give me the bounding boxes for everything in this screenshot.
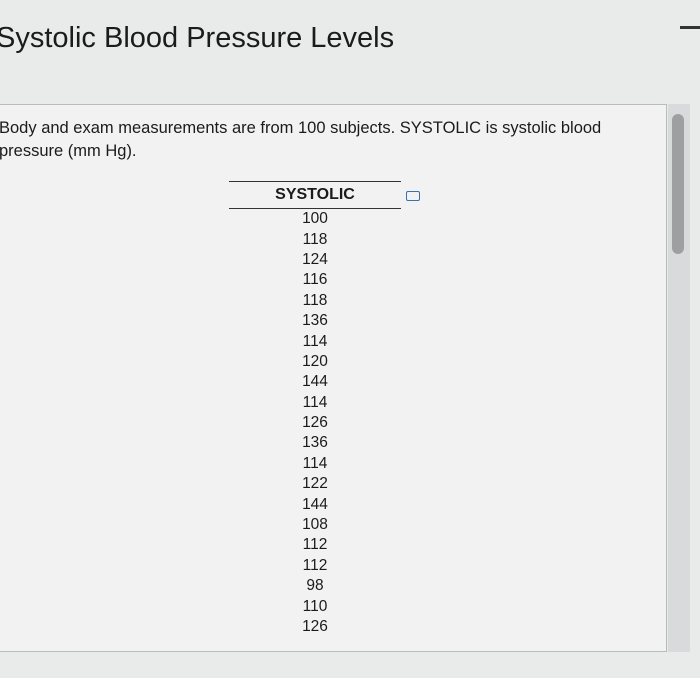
table-row: 126 xyxy=(229,413,401,433)
window-edge xyxy=(680,26,700,29)
column-header: SYSTOLIC xyxy=(229,181,401,209)
scrollbar[interactable] xyxy=(668,104,690,652)
table-cell: 126 xyxy=(302,618,328,635)
table-cell: 118 xyxy=(302,230,328,248)
table-cell: 136 xyxy=(302,312,328,330)
table-cell: 124 xyxy=(302,250,328,268)
table-cell: 144 xyxy=(302,495,328,513)
table-cell: 114 xyxy=(302,454,328,472)
table-cell: 120 xyxy=(302,352,328,370)
table-cell: 136 xyxy=(302,434,328,452)
table-cell: 122 xyxy=(302,475,328,493)
table-row: 124 xyxy=(229,250,401,270)
table-cell: 98 xyxy=(306,577,324,595)
table-row: 114 xyxy=(229,393,401,413)
table-cell: 110 xyxy=(302,597,328,615)
table-row: 126 xyxy=(229,617,401,637)
table-row: 118 xyxy=(229,229,401,249)
table-row: 98 xyxy=(229,576,401,596)
table-row: 100 xyxy=(229,209,401,230)
table-row: 120 xyxy=(229,352,401,372)
table-row: 114 xyxy=(229,331,401,351)
table-cell: 126 xyxy=(302,414,328,432)
table-row: 136 xyxy=(229,311,401,331)
table-cell: 116 xyxy=(302,271,328,289)
table-row: 114 xyxy=(229,454,401,474)
description: Body and exam measurements are from 100 … xyxy=(0,119,602,160)
table-row: 118 xyxy=(229,291,401,311)
table-row: 116 xyxy=(229,270,401,290)
table-cell: 100 xyxy=(302,210,328,228)
content-panel: Body and exam measurements are from 100 … xyxy=(0,104,667,652)
table-cell: 118 xyxy=(302,291,328,309)
table-body: 100 118 124 116 118 136 114 120 144 114 126 136 114 1… xyxy=(229,209,401,638)
table-row: 144 xyxy=(229,372,401,392)
table-cell: 114 xyxy=(302,332,328,350)
table-row: 122 xyxy=(229,474,401,494)
table-row: 144 xyxy=(229,494,401,514)
table-row: 112 xyxy=(229,535,401,555)
table-row: 112 xyxy=(229,556,401,576)
data-table: SYSTOLIC 100 118 124 116 118 136 114 120 144 114 1… xyxy=(229,181,401,637)
table-cell: 108 xyxy=(302,516,328,534)
copy-icon[interactable] xyxy=(406,191,420,201)
page-title: Systolic Blood Pressure Levels xyxy=(0,22,395,54)
table-row: 108 xyxy=(229,515,401,535)
header-row: SYSTOLIC xyxy=(229,181,401,209)
scroll-thumb[interactable] xyxy=(672,114,684,254)
table-row: 136 xyxy=(229,433,401,453)
table-row: 110 xyxy=(229,596,401,616)
table-cell: 144 xyxy=(302,373,328,391)
table-cell: 114 xyxy=(302,393,328,411)
table-cell: 112 xyxy=(302,536,328,554)
table-cell: 112 xyxy=(302,556,328,574)
